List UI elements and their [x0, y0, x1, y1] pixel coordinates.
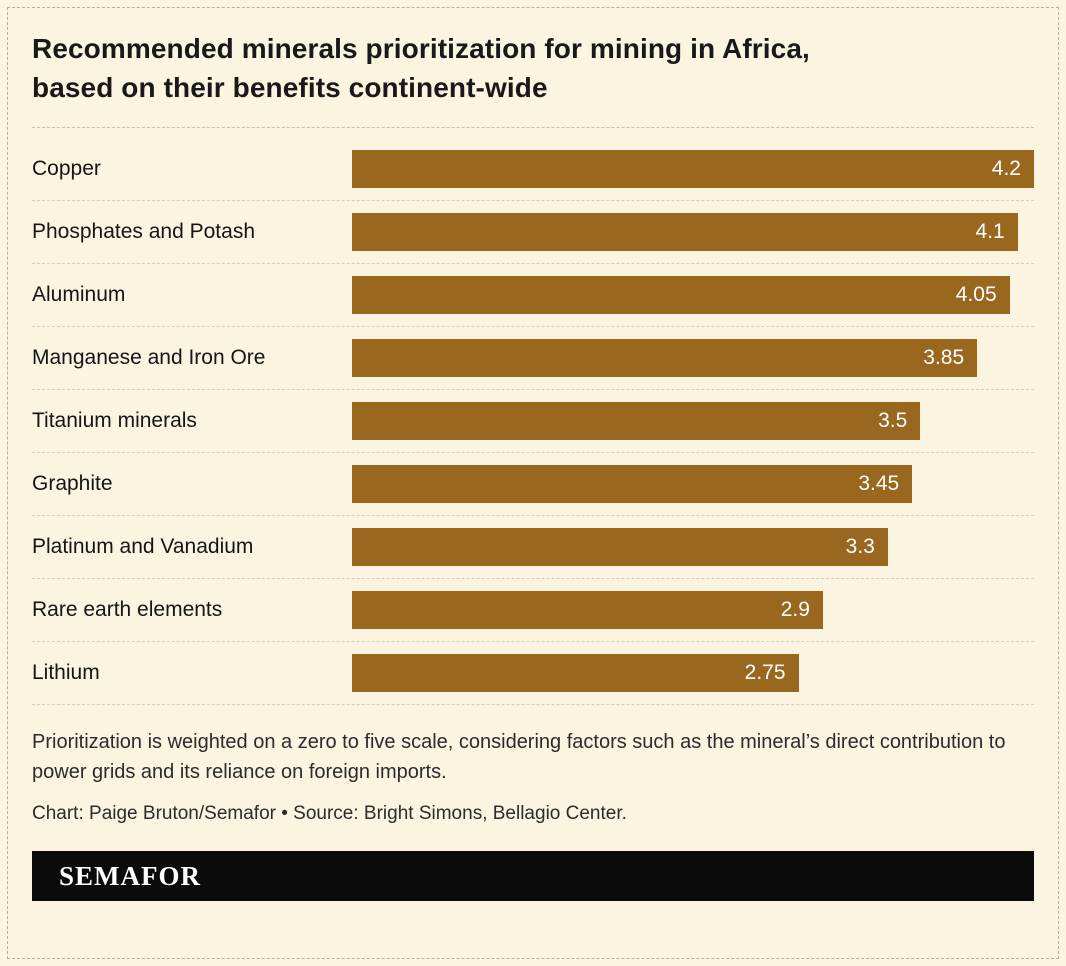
chart-note: Prioritization is weighted on a zero to …: [32, 731, 1006, 784]
chart-title-line-1: Recommended minerals prioritization for …: [32, 33, 810, 64]
bar-label: Lithium: [32, 661, 100, 685]
chart-credit: Chart: Paige Bruton/Semafor • Source: Br…: [32, 803, 627, 825]
bar-row: Titanium minerals 3.5: [32, 390, 1034, 454]
bar-label: Titanium minerals: [32, 409, 197, 433]
bar-label: Rare earth elements: [32, 598, 223, 622]
bar-chart: Copper 4.2 Phosphates and Potash 4.1 Alu…: [32, 138, 1034, 706]
bar-track: 4.1: [352, 213, 1034, 252]
bar-value: 2.75: [744, 661, 786, 685]
bar-row: Copper 4.2: [32, 138, 1034, 202]
title-separator: [32, 127, 1034, 129]
bar-row: Aluminum 4.05: [32, 264, 1034, 328]
bar-label: Manganese and Iron Ore: [32, 346, 266, 370]
chart-title: Recommended minerals prioritization for …: [32, 30, 1034, 107]
bar-label: Phosphates and Potash: [32, 220, 256, 244]
bar-value: 4.2: [991, 157, 1021, 181]
bar-value: 3.45: [858, 472, 900, 496]
bar-row: Platinum and Vanadium 3.3: [32, 516, 1034, 580]
bar-track: 3.85: [352, 339, 1034, 378]
footer-bar: SEMAFOR: [32, 851, 1034, 902]
bar-row: Phosphates and Potash 4.1: [32, 201, 1034, 265]
bar-label: Graphite: [32, 472, 113, 496]
bar-value: 3.3: [845, 535, 875, 559]
chart-frame: Recommended minerals prioritization for …: [7, 7, 1059, 959]
bar-value: 4.1: [975, 220, 1005, 244]
bar-label: Platinum and Vanadium: [32, 535, 254, 559]
bar-track: 2.75: [352, 654, 1034, 693]
chart-title-line-2: based on their benefits continent-wide: [32, 71, 548, 103]
bar: 2.9: [352, 591, 823, 630]
bar-value: 3.5: [878, 409, 908, 433]
bar-label: Aluminum: [32, 283, 126, 307]
bar-row: Rare earth elements 2.9: [32, 579, 1034, 643]
bar-row: Manganese and Iron Ore 3.85: [32, 327, 1034, 391]
bar-track: 2.9: [352, 591, 1034, 630]
bar: 4.1: [352, 213, 1018, 252]
bar-track: 4.2: [352, 150, 1034, 189]
bar-track: 3.5: [352, 402, 1034, 441]
bar-value: 4.05: [955, 283, 997, 307]
bar-track: 3.3: [352, 528, 1034, 567]
bar: 4.2: [352, 150, 1034, 189]
semafor-logo: SEMAFOR: [59, 860, 201, 891]
note-block: Prioritization is weighted on a zero to …: [32, 727, 1034, 825]
bar: 3.85: [352, 339, 978, 378]
bar: 3.5: [352, 402, 921, 441]
bar-row: Lithium 2.75: [32, 642, 1034, 706]
bar: 3.45: [352, 465, 913, 504]
bar-track: 4.05: [352, 276, 1034, 315]
bar: 3.3: [352, 528, 888, 567]
bar-label: Copper: [32, 157, 101, 181]
bar: 4.05: [352, 276, 1010, 315]
bar-value: 2.9: [780, 598, 810, 622]
bar-value: 3.85: [923, 346, 965, 370]
bar: 2.75: [352, 654, 799, 693]
bar-row: Graphite 3.45: [32, 453, 1034, 517]
bar-track: 3.45: [352, 465, 1034, 504]
